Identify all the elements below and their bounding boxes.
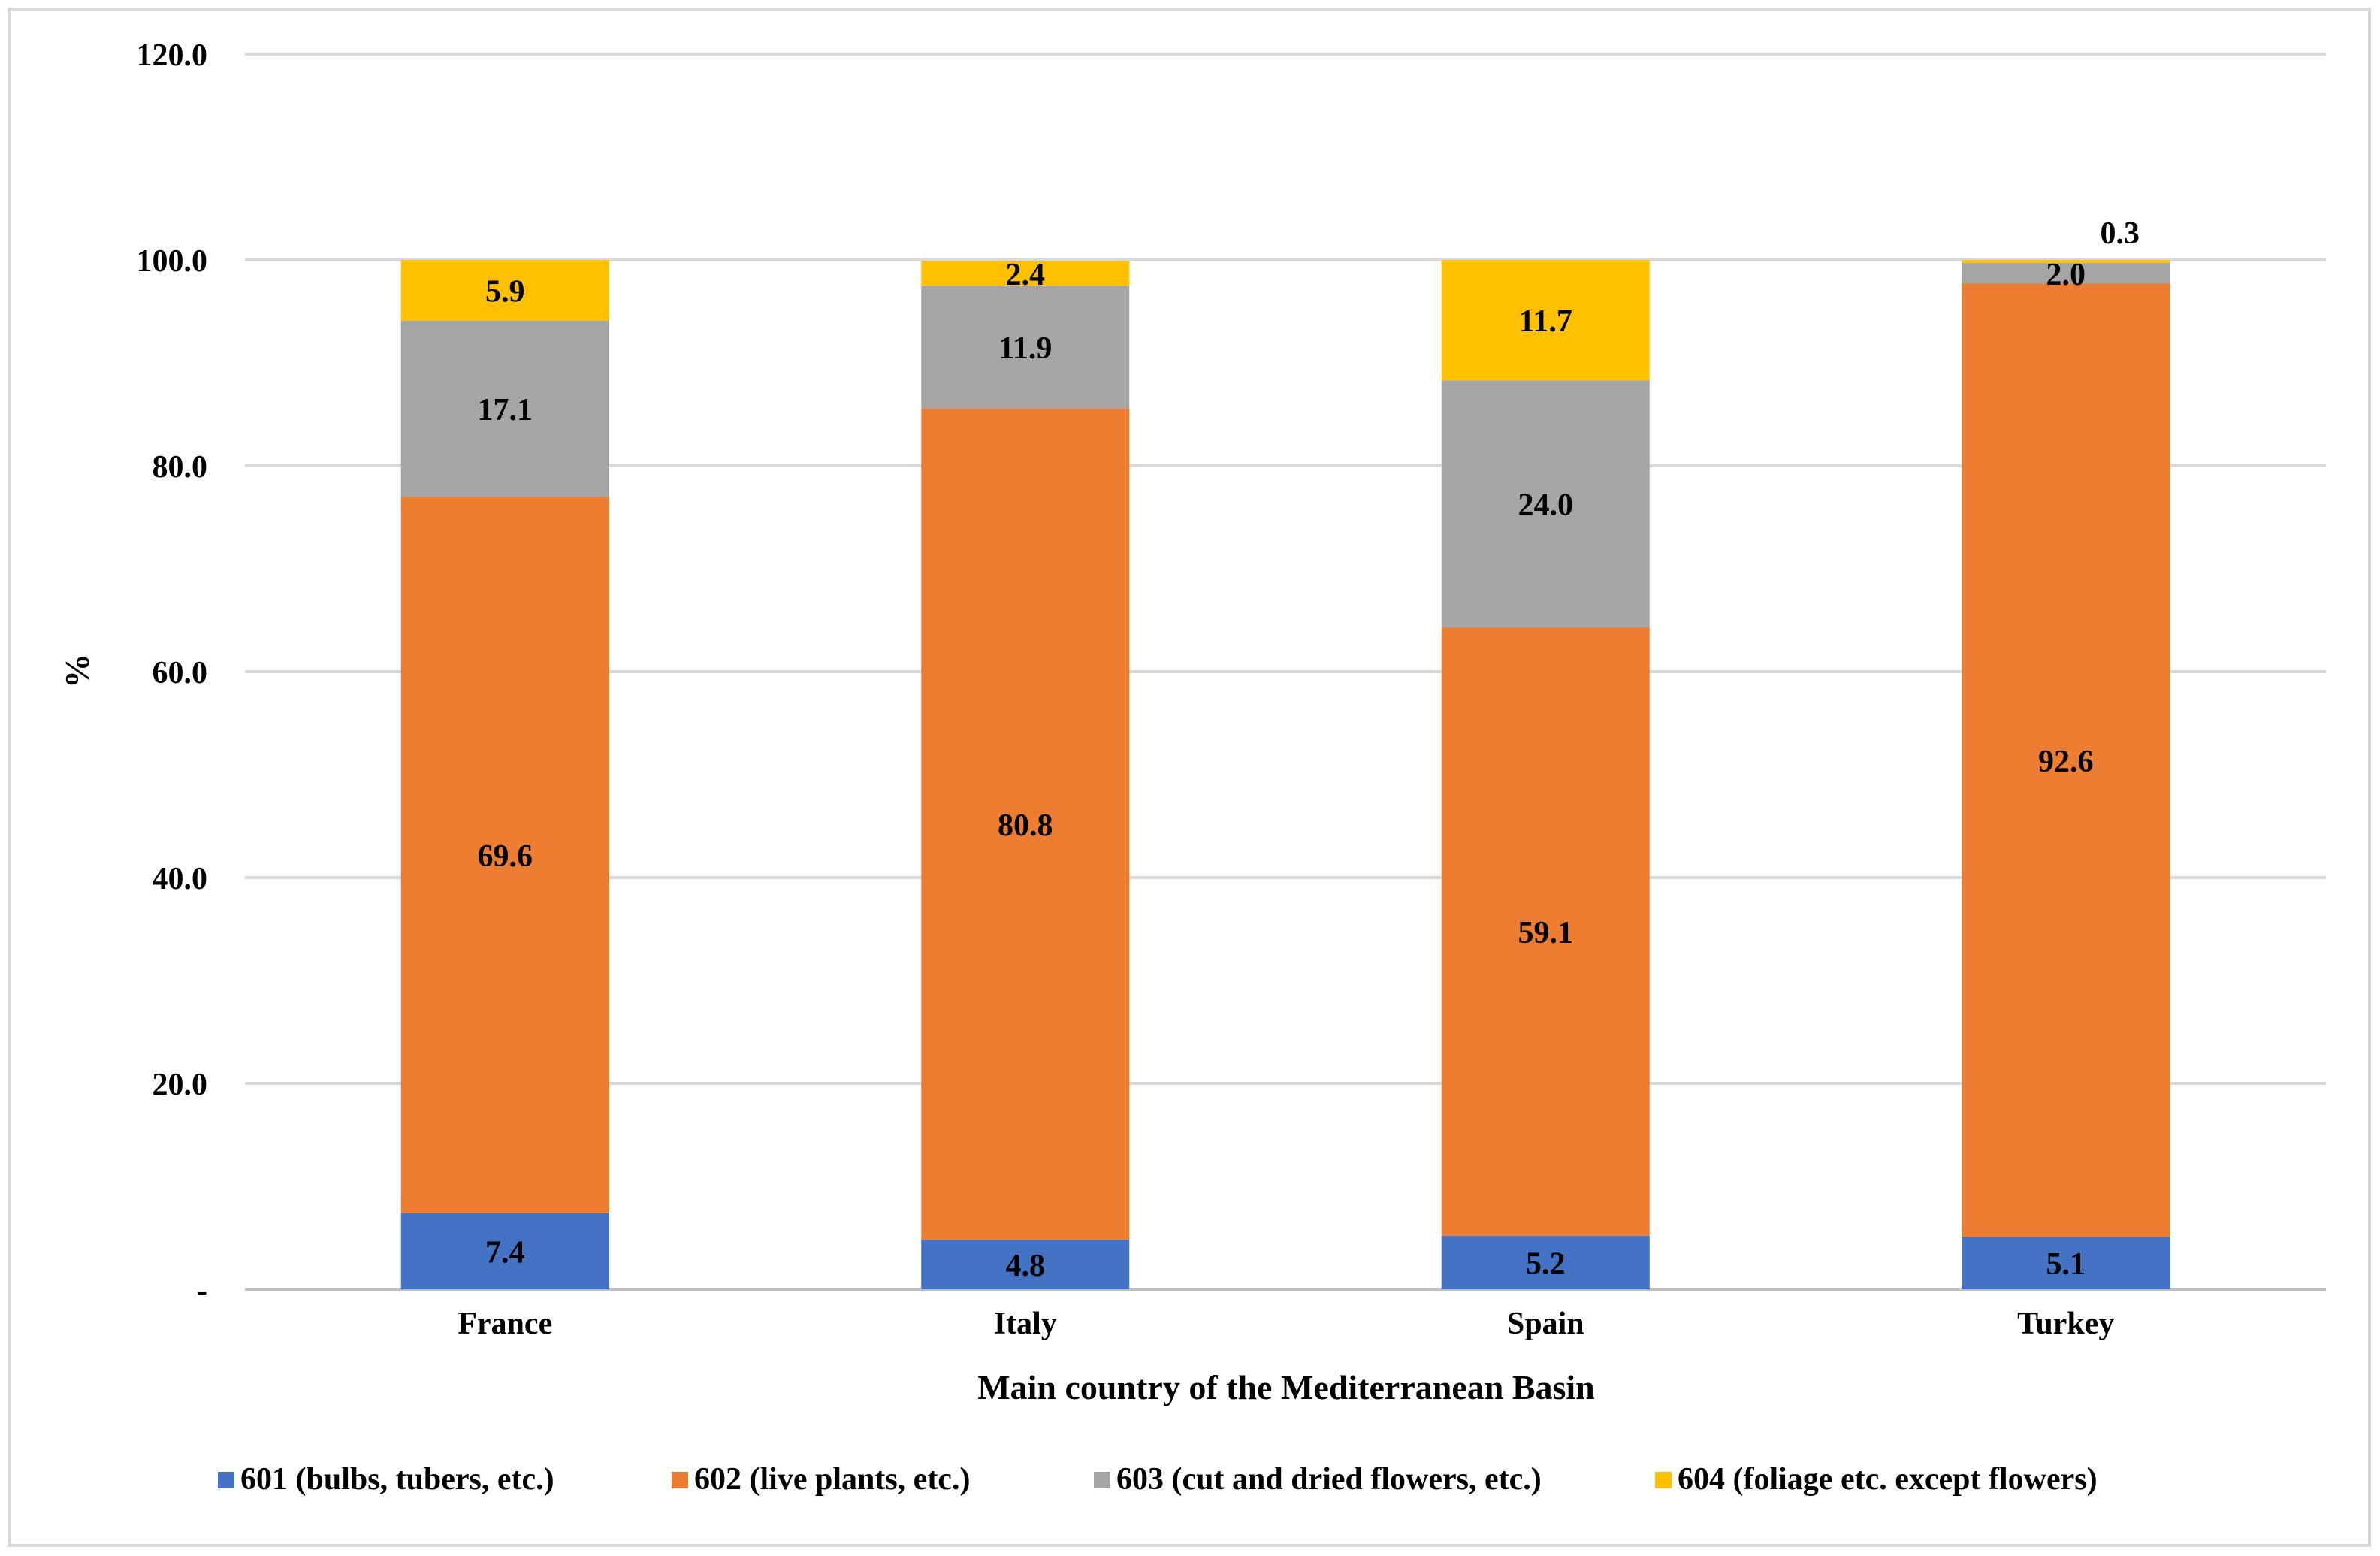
- bar-segment: [400, 320, 609, 497]
- y-axis-title: %: [58, 654, 96, 688]
- bar-segment: [1441, 1235, 1650, 1289]
- data-label: 5.2: [1526, 1246, 1566, 1281]
- x-axis-title: Main country of the Mediterranean Basin: [977, 1368, 1595, 1406]
- data-label: 5.1: [2046, 1247, 2086, 1282]
- bar-segment: [1962, 260, 2170, 264]
- bar-segment: [1441, 627, 1650, 1236]
- legend-swatch: [1094, 1472, 1110, 1488]
- data-labels: 7.4 69.6 17.1 5.9 4.8 80.8 11.9 2.4 5.2 59.1 24.0 1…: [478, 216, 2140, 1283]
- y-axis-ticks: - 20.0 40.0 60.0 80.0 100.0 120.0: [137, 38, 208, 1308]
- bar-segment: [921, 261, 1130, 286]
- legend-label: 601 (bulbs, tubers, etc.): [240, 1462, 554, 1497]
- data-label: 11.9: [998, 331, 1052, 366]
- legend-swatch: [1655, 1472, 1672, 1488]
- y-tick-label: 20.0: [153, 1068, 208, 1102]
- y-tick-label: 120.0: [137, 38, 208, 73]
- x-category-label: Spain: [1507, 1307, 1584, 1341]
- y-tick-label: 60.0: [153, 656, 208, 690]
- legend: 601 (bulbs, tubers, etc.) 602 (live plant…: [218, 1462, 2098, 1497]
- data-label: 69.6: [478, 839, 533, 874]
- bar-segment: [400, 260, 609, 321]
- data-label: 17.1: [478, 393, 533, 428]
- bar-segment: [1441, 260, 1650, 381]
- legend-label: 604 (foliage etc. except flowers): [1678, 1462, 2098, 1497]
- x-category-label: Turkey: [2017, 1307, 2114, 1341]
- bars: [400, 260, 2170, 1289]
- bar-segment: [1962, 263, 2170, 284]
- data-label: 2.0: [2046, 258, 2086, 292]
- bar-segment: [1441, 380, 1650, 628]
- y-tick-label: 100.0: [137, 244, 208, 279]
- legend-label: 603 (cut and dried flowers, etc.): [1116, 1462, 1542, 1497]
- legend-label: 602 (live plants, etc.): [694, 1462, 970, 1497]
- legend-swatch: [672, 1472, 688, 1488]
- data-label: 0.3: [2101, 216, 2140, 251]
- data-label: 5.9: [485, 274, 525, 309]
- y-tick-label: -: [197, 1274, 207, 1308]
- x-axis-categories: France Italy Spain Turkey: [458, 1307, 2114, 1341]
- bar-segment: [400, 1213, 609, 1289]
- bar-segment: [921, 286, 1130, 409]
- data-label: 80.8: [998, 808, 1053, 843]
- bar-segment: [400, 497, 609, 1213]
- data-label: 59.1: [1518, 916, 1574, 950]
- x-category-label: Italy: [994, 1307, 1057, 1341]
- y-tick-label: 40.0: [153, 862, 208, 896]
- y-tick-label: 80.0: [153, 450, 208, 485]
- data-label: 92.6: [2038, 745, 2094, 779]
- data-label: 11.7: [1519, 304, 1572, 339]
- bar-segment: [921, 1240, 1130, 1289]
- bar-segment: [921, 408, 1130, 1240]
- data-label: 2.4: [1006, 258, 1046, 292]
- bar-segment: [1962, 1237, 2170, 1289]
- x-category-label: France: [458, 1307, 552, 1341]
- legend-swatch: [218, 1472, 234, 1488]
- bar-segment: [1962, 283, 2170, 1237]
- data-label: 7.4: [485, 1235, 525, 1270]
- data-label: 24.0: [1518, 488, 1574, 523]
- data-label: 4.8: [1006, 1249, 1046, 1283]
